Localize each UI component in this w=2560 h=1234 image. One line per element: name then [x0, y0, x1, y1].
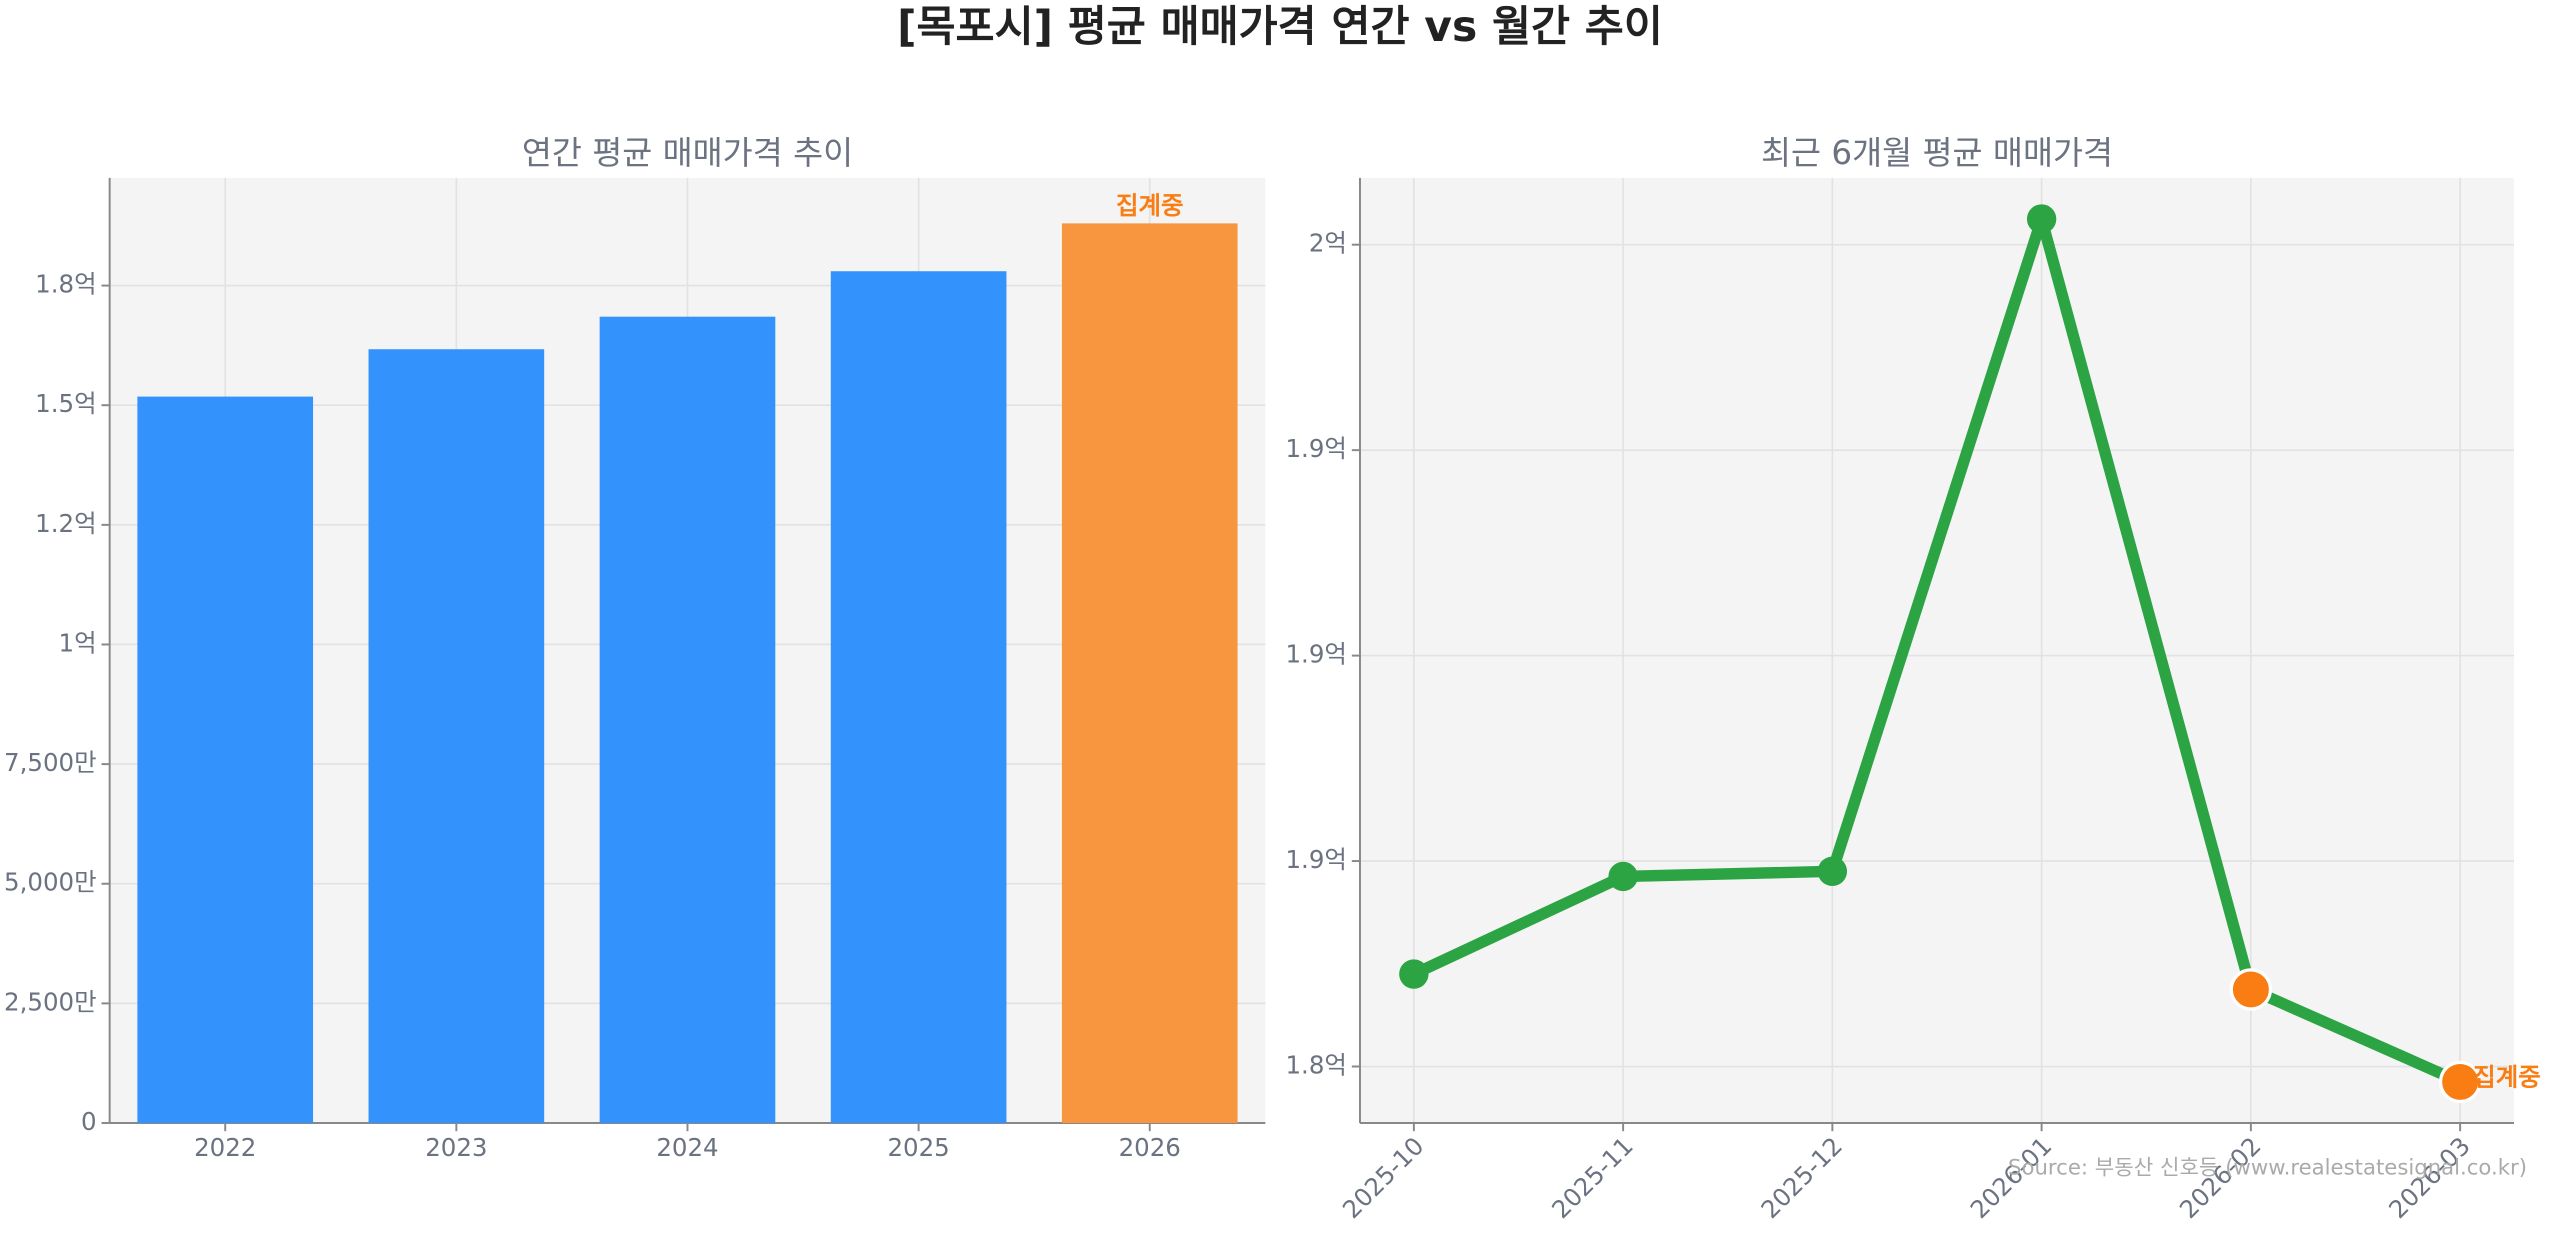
point [1608, 861, 1638, 892]
y-tick-label: 0 [81, 1107, 97, 1136]
y-tick-label: 1억 [59, 628, 97, 657]
bar [368, 349, 545, 1124]
annotation: 집계중 [2473, 1063, 2541, 1092]
y-tick-label: 1.9억 [1285, 434, 1346, 463]
x-tick-label: 2024 [656, 1133, 718, 1162]
bar [137, 396, 314, 1124]
point [1817, 856, 1848, 887]
y-tick-label: 2억 [1309, 229, 1347, 258]
figure-title: [목포시] 평균 매매가격 연간 vs 월간 추이 [897, 3, 1663, 52]
line [1411, 213, 2463, 1088]
point [1399, 959, 1429, 989]
bar [1061, 223, 1238, 1124]
y-tick-label: 1.8억 [35, 270, 96, 299]
source-note: Source: 부동산 신호등 (www.realestatesignal.co… [2008, 1156, 2527, 1181]
y-tick-label: 7,500만 [4, 748, 97, 777]
plot-area [1359, 177, 2514, 1124]
x-tick-label: 2023 [425, 1133, 487, 1162]
y-tick-label: 1.9억 [1285, 845, 1346, 874]
y-tick-label: 5,000만 [4, 868, 97, 897]
y-tick-label: 1.8억 [1285, 1051, 1346, 1080]
y-tick-label: 1.5억 [35, 389, 96, 418]
point [2229, 968, 2273, 1011]
x-tick-label: 2026 [1119, 1133, 1181, 1162]
bar [830, 271, 1007, 1124]
chart-title: 최근 6개월 평균 매매가격 [1761, 134, 2113, 172]
x-tick-label: 2025 [887, 1133, 949, 1162]
annotation: 집계중 [1116, 191, 1184, 220]
y-tick-label: 1.2억 [35, 509, 96, 538]
x-tick-label: 2022 [194, 1133, 256, 1162]
y-tick-label: 2,500만 [4, 987, 97, 1016]
point [2438, 1060, 2482, 1104]
point [2026, 204, 2057, 234]
chart-title: 연간 평균 매매가격 추이 [522, 134, 853, 172]
y-tick-label: 1.9억 [1285, 640, 1346, 669]
bar [599, 316, 776, 1124]
